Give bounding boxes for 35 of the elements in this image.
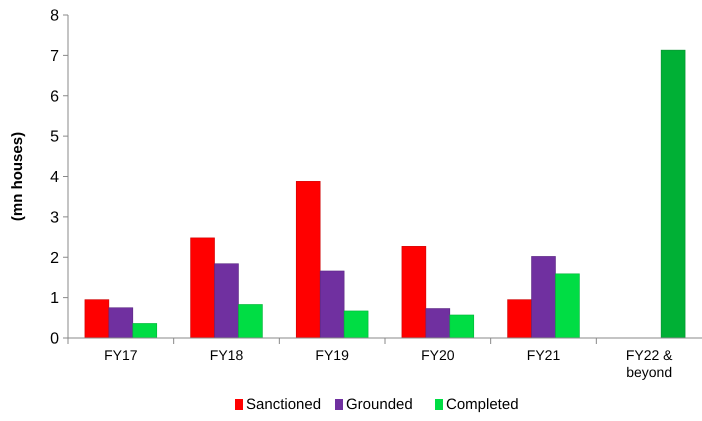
bar [344, 310, 368, 338]
bar [296, 181, 320, 338]
x-tick-label: FY22 & beyond [626, 347, 674, 380]
x-tick-label: FY21 [526, 347, 560, 363]
bar [190, 238, 215, 338]
y-tick-label: 4 [50, 169, 60, 186]
bar [108, 307, 134, 338]
bar [531, 256, 556, 338]
bar [402, 246, 426, 338]
legend-label: Sanctioned [246, 396, 322, 413]
bar [320, 270, 344, 338]
y-tick-label: 6 [50, 88, 60, 106]
x-tick-label: FY18 [210, 347, 244, 363]
bar [84, 299, 110, 338]
y-axis-title: (mn houses) [9, 132, 26, 222]
bar [450, 314, 474, 338]
x-tick-label: FY20 [421, 347, 455, 363]
bar [555, 274, 580, 338]
bar [132, 323, 158, 338]
legend-label: Completed [446, 396, 519, 413]
bar [426, 308, 450, 338]
x-tick-label: FY17 [104, 347, 138, 363]
bar [660, 50, 686, 338]
bar [214, 263, 239, 338]
bar [238, 304, 263, 338]
y-tick-label: 7 [50, 48, 60, 65]
y-tick-label: 0 [50, 330, 60, 348]
x-tick-label: FY19 [315, 347, 350, 363]
legend-label: Grounded [346, 396, 413, 413]
y-tick-label: 5 [50, 128, 60, 146]
y-tick-label: 3 [50, 209, 60, 226]
bar [507, 299, 532, 338]
y-tick-label: 1 [50, 290, 60, 308]
y-tick-label: 2 [50, 250, 60, 267]
y-tick-label: 8 [50, 8, 60, 25]
